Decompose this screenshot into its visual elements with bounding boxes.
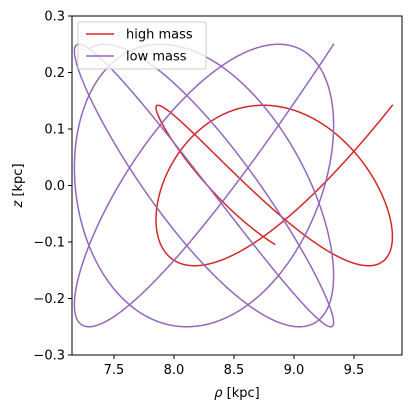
legend-label-high-mass: high mass bbox=[126, 28, 193, 43]
x-tick-label: 8.0 bbox=[164, 363, 185, 378]
y-tick-label: 0.3 bbox=[44, 10, 65, 25]
x-axis-label: ρ [kpc] bbox=[214, 386, 259, 401]
x-tick-label: 8.5 bbox=[224, 363, 245, 378]
x-tick-label: 9.5 bbox=[344, 363, 365, 378]
y-tick-label: −0.1 bbox=[33, 236, 65, 251]
y-axis: −0.3 −0.2 −0.1 0.0 0.1 0.2 0.3 bbox=[33, 10, 72, 364]
x-axis: 7.5 8.0 8.5 9.0 9.5 bbox=[104, 355, 365, 378]
x-axis-unit: [kpc] bbox=[227, 386, 260, 401]
x-tick-label: 9.0 bbox=[284, 363, 305, 378]
y-axis-symbol: z bbox=[11, 200, 26, 209]
y-tick-label: 0.0 bbox=[44, 179, 65, 194]
legend: high mass low mass bbox=[77, 21, 207, 70]
y-axis-unit: [kpc] bbox=[11, 163, 26, 196]
series-line-high-mass bbox=[155, 104, 394, 267]
x-tick-label: 7.5 bbox=[104, 363, 125, 378]
plot-background bbox=[72, 16, 402, 355]
y-tick-label: −0.2 bbox=[33, 292, 65, 307]
y-tick-label: 0.2 bbox=[44, 66, 65, 81]
x-axis-symbol: ρ bbox=[214, 386, 223, 401]
y-axis-label: z [kpc] bbox=[11, 163, 26, 208]
y-tick-label: 0.1 bbox=[44, 123, 65, 138]
y-tick-label: −0.3 bbox=[33, 349, 65, 364]
legend-label-low-mass: low mass bbox=[126, 50, 187, 65]
